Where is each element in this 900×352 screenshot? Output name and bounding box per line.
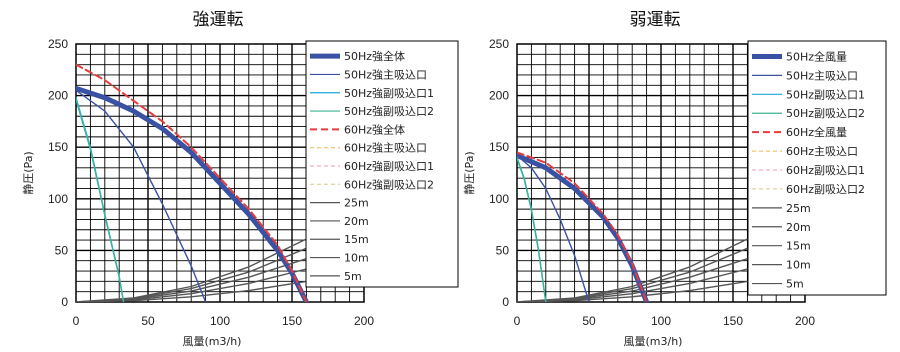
- series-line-3: [517, 157, 547, 302]
- y-tick-label: 150: [489, 140, 509, 154]
- y-axis-label: 静圧(Pa): [21, 151, 35, 194]
- x-axis-label: 風量(m3/h): [624, 335, 683, 348]
- legend-box: [747, 40, 887, 296]
- legend-label: 60Hz強副吸込口1: [344, 160, 434, 173]
- legend-label: 50Hz強副吸込口1: [344, 87, 434, 100]
- x-tick-label: 150: [723, 314, 743, 328]
- series-line-4: [517, 151, 648, 302]
- legend: 50Hz強全体 50Hz強主吸込口 50Hz強副吸込口1 50Hz強副吸込口2 60Hz…: [305, 40, 459, 288]
- x-tick-label: 200: [795, 314, 815, 328]
- chart-panel-1: 強運転 0 50 100 150 200 0 50 100 150 200 250 風量(m3/h) 静圧…: [21, 10, 459, 348]
- legend-label: 50Hz強主吸込口: [344, 68, 427, 81]
- legend-label: 50Hz強副吸込口2: [344, 105, 434, 118]
- legend-label: 10m: [786, 259, 811, 272]
- legend-label: 20m: [786, 221, 811, 234]
- legend-label: 50Hz副吸込口2: [786, 107, 865, 120]
- y-tick-label: 100: [489, 192, 509, 206]
- legend-label: 50Hz副吸込口1: [786, 88, 865, 101]
- y-tick-label: 250: [489, 37, 509, 51]
- legend-label: 5m: [786, 278, 804, 291]
- series-line-1: [517, 154, 590, 302]
- x-axis-label: 風量(m3/h): [183, 335, 242, 348]
- legend-label: 50Hz主吸込口: [786, 69, 858, 82]
- y-tick-label: 250: [48, 37, 68, 51]
- x-tick-label: 100: [210, 314, 230, 328]
- chart-title: 弱運転: [630, 10, 681, 30]
- y-tick-label: 0: [502, 295, 509, 309]
- y-tick-label: 150: [48, 140, 68, 154]
- series-line-0: [76, 85, 309, 302]
- series-line-4: [76, 63, 308, 302]
- y-tick-label: 50: [55, 243, 69, 257]
- x-tick-label: 50: [582, 314, 596, 328]
- chart-panel-2: 弱運転 0 50 100 150 200 0 50 100 150 200 250 風量(m3/h) 静圧…: [462, 10, 887, 348]
- legend-label: 60Hz主吸込口: [786, 145, 858, 158]
- y-tick-label: 100: [48, 192, 68, 206]
- legend-label: 60Hz副吸込口2: [786, 183, 865, 196]
- chart-title: 強運転: [193, 10, 244, 30]
- legend-label: 60Hz強副吸込口2: [344, 178, 434, 191]
- legend-label: 25m: [786, 202, 811, 215]
- legend-label: 50Hz全風量: [786, 49, 847, 63]
- legend-label: 15m: [344, 233, 369, 246]
- series-line-3: [76, 98, 125, 302]
- legend: 50Hz全風量 50Hz主吸込口 50Hz副吸込口1 50Hz副吸込口2 60Hz全風量…: [747, 40, 887, 296]
- x-tick-label: 50: [141, 314, 155, 328]
- y-tick-label: 0: [61, 295, 68, 309]
- series-line-1: [76, 89, 207, 302]
- legend-label: 50Hz強全体: [344, 49, 405, 63]
- legend-box: [305, 40, 459, 288]
- x-tick-label: 100: [651, 314, 671, 328]
- x-tick-label: 0: [514, 314, 521, 328]
- y-tick-label: 200: [489, 89, 509, 103]
- y-axis-label: 静圧(Pa): [462, 151, 476, 194]
- legend-label: 15m: [786, 240, 811, 253]
- x-tick-label: 200: [354, 314, 374, 328]
- y-tick-label: 50: [496, 243, 510, 257]
- legend-label: 5m: [344, 270, 362, 283]
- legend-label: 60Hz副吸込口1: [786, 164, 865, 177]
- x-tick-label: 0: [73, 314, 80, 328]
- legend-label: 10m: [344, 252, 369, 265]
- legend-label: 60Hz全風量: [786, 125, 847, 139]
- legend-label: 20m: [344, 215, 369, 228]
- legend-label: 60Hz強主吸込口: [344, 142, 427, 155]
- y-tick-label: 200: [48, 89, 68, 103]
- x-tick-label: 150: [282, 314, 302, 328]
- legend-label: 25m: [344, 197, 369, 210]
- legend-label: 60Hz強全体: [344, 122, 405, 136]
